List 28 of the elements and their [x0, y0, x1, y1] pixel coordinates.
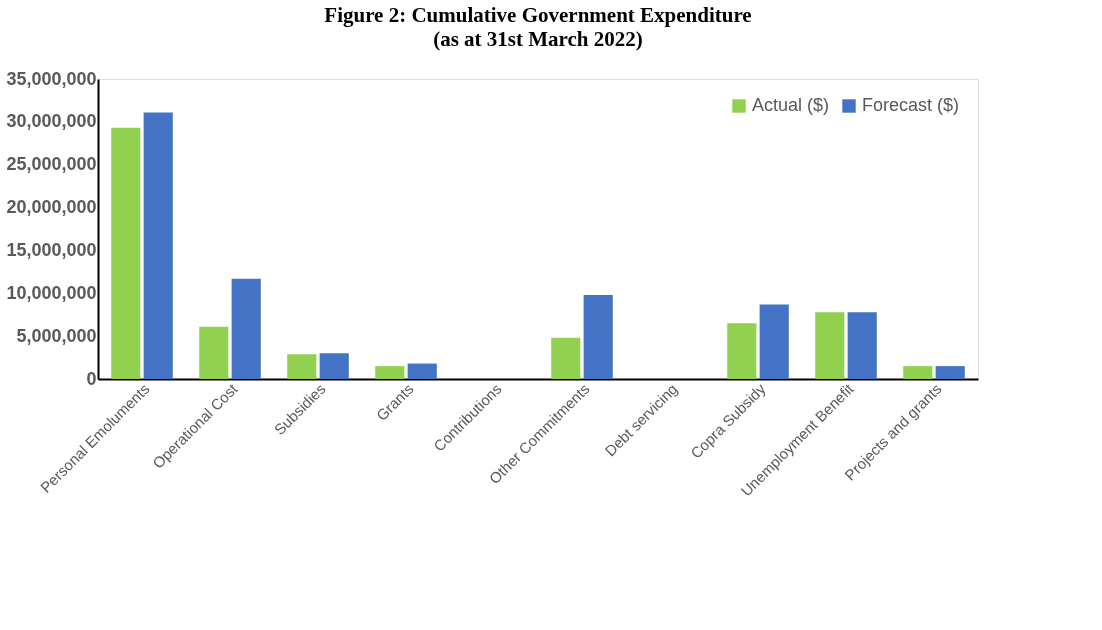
bar: [727, 323, 757, 379]
bar: [375, 366, 405, 379]
chart-subtitle: (as at 31st March 2022): [433, 27, 643, 51]
y-tick-label: 10,000,000: [6, 282, 97, 303]
y-tick-label: 5,000,000: [16, 325, 97, 346]
y-tick-label: 25,000,000: [6, 154, 97, 175]
bar: [759, 304, 789, 379]
y-tick-label: 35,000,000: [6, 68, 97, 89]
bar: [407, 363, 437, 379]
y-tick-label: 20,000,000: [6, 197, 97, 218]
y-tick-label: 0: [86, 368, 97, 389]
bar: [935, 366, 965, 379]
y-tick-label: 30,000,000: [6, 111, 97, 132]
bar: [199, 326, 229, 379]
bar: [815, 312, 845, 379]
bar: [231, 278, 261, 379]
legend-label: Actual ($): [752, 95, 830, 115]
bar: [903, 366, 933, 379]
bar: [583, 295, 613, 379]
bar: [287, 354, 317, 379]
bar: [319, 353, 349, 379]
chart-title: Figure 2: Cumulative Government Expenditure: [324, 3, 752, 27]
bar: [111, 127, 141, 379]
bar: [143, 112, 173, 379]
bar: [847, 312, 877, 379]
y-tick-label: 15,000,000: [6, 239, 97, 260]
bar: [551, 337, 581, 379]
legend-label: Forecast ($): [862, 95, 960, 115]
